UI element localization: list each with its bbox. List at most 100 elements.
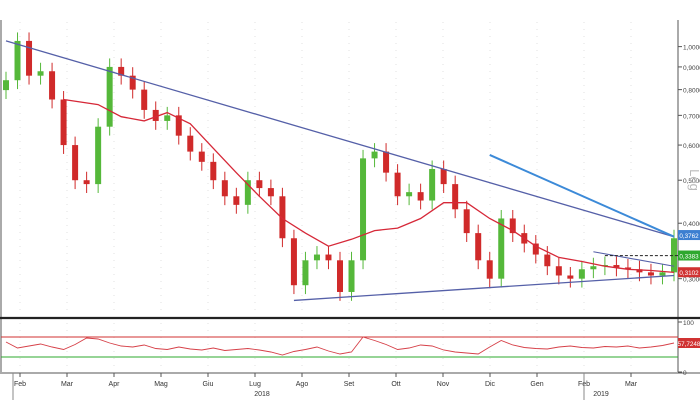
candle-body (164, 115, 171, 121)
candle-body (210, 161, 217, 181)
candle-body (578, 269, 585, 279)
candle-body (279, 196, 286, 239)
candle-body (360, 158, 367, 261)
candle-body (590, 266, 597, 270)
candle-body (72, 145, 79, 181)
candle-body (452, 184, 459, 210)
candle-body (152, 109, 159, 121)
month-label: Gen (530, 381, 543, 388)
long-trendline (5, 40, 675, 238)
month-label: Mag (154, 381, 168, 388)
candle-body (256, 180, 263, 189)
month-label: Dic (485, 381, 496, 388)
month-label: Feb (14, 381, 26, 388)
candle-body (532, 243, 539, 255)
candle-body (417, 192, 424, 201)
candle-body (106, 66, 113, 127)
candle-body (267, 188, 274, 197)
candle-body (302, 260, 309, 286)
price-badge-label: 0,3383 (679, 254, 699, 261)
candle-body (567, 275, 574, 279)
candle-body (486, 260, 493, 279)
price-badge-label: 0,3762 (679, 233, 699, 240)
rsi-tick-label: 100 (683, 320, 694, 327)
candle-body (221, 180, 228, 197)
candle-body (624, 267, 631, 270)
candle-body (636, 269, 643, 273)
candle-body (383, 151, 390, 173)
candle-body (544, 254, 551, 267)
candle-body (440, 168, 447, 185)
month-label: Mar (61, 381, 74, 388)
rsi-tick-label: 0 (683, 370, 687, 377)
month-label: Ago (296, 381, 309, 388)
candle-body (371, 151, 378, 159)
rsi-badge-label: 57,7248 (678, 341, 700, 348)
price-badge (678, 267, 700, 278)
candle-body (198, 151, 205, 162)
candle-body (337, 260, 343, 292)
month-label: Lug (249, 381, 261, 388)
candle-body (498, 218, 505, 279)
candle-body (118, 66, 125, 76)
rsi-line (5, 336, 675, 356)
short-trendline (489, 154, 675, 238)
candle-body (555, 266, 562, 276)
price-badge (678, 230, 700, 241)
candle-body (325, 254, 332, 261)
month-label: Mar (625, 381, 638, 388)
candle-body (233, 196, 240, 205)
candle-body (463, 209, 470, 234)
month-label: Ott (391, 381, 400, 388)
candle-body (671, 238, 677, 273)
candle-body (175, 115, 182, 136)
candle-body (429, 168, 436, 201)
price-badge (678, 250, 700, 261)
candle-body (141, 89, 148, 110)
inner-trendline (593, 251, 675, 267)
month-label: Apr (109, 381, 121, 388)
candle-body (3, 80, 9, 91)
candle-body (659, 272, 666, 276)
candle-body (60, 99, 67, 146)
candle-body (187, 135, 194, 152)
candle-body (313, 254, 320, 261)
candle-body (49, 71, 56, 100)
lower-trendline (293, 274, 675, 302)
year-label: 2019 (593, 391, 609, 398)
year-label: 2018 (254, 391, 270, 398)
candle-body (613, 265, 620, 268)
candle-body (290, 238, 297, 286)
candle-body (406, 192, 413, 197)
candle-body (83, 180, 90, 185)
candle-body (244, 180, 251, 205)
scale-label: Log (687, 169, 700, 191)
month-label: Giu (203, 381, 214, 388)
month-label: Set (344, 381, 355, 388)
candle-body (509, 218, 516, 234)
month-label: Nov (437, 381, 450, 388)
rsi-badge (678, 338, 700, 348)
candle-body (348, 260, 355, 292)
candle-body (394, 172, 401, 197)
candle-body (37, 71, 44, 76)
candle-body (95, 126, 102, 185)
moving-average-line (63, 98, 675, 274)
candle-body (26, 40, 33, 76)
price-badge-label: 0,3102 (679, 270, 699, 277)
candle-body (129, 75, 136, 90)
candle-body (475, 233, 482, 261)
candle-body (647, 272, 654, 276)
candle-body (14, 40, 21, 81)
